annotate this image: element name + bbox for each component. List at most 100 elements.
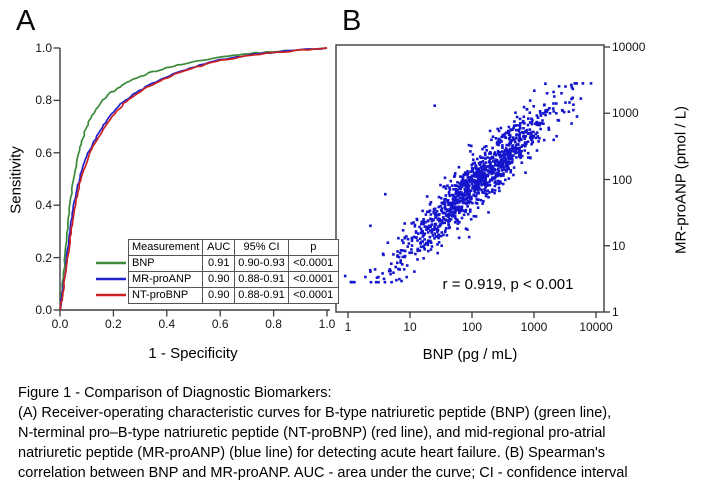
scatter-point bbox=[443, 221, 446, 225]
scatter-point bbox=[499, 163, 503, 167]
scatter-point bbox=[429, 217, 432, 221]
scatter-point bbox=[509, 170, 512, 174]
scatter-point bbox=[392, 253, 395, 256]
scatter-point bbox=[422, 257, 425, 260]
scatter-point bbox=[460, 191, 463, 194]
scatter-point bbox=[417, 232, 420, 235]
scatter-point bbox=[541, 119, 544, 122]
charts-canvas bbox=[53, 44, 610, 318]
scatter-point bbox=[458, 199, 462, 203]
scatter-point bbox=[498, 189, 501, 193]
scatter-point bbox=[439, 204, 442, 208]
ci-cell: 0.88-0.91 bbox=[234, 271, 289, 288]
scatter-point bbox=[538, 110, 542, 113]
scatter-point bbox=[494, 172, 498, 175]
scatter-point bbox=[497, 152, 500, 155]
scatter-point bbox=[485, 149, 488, 152]
scatter-point bbox=[425, 225, 429, 229]
scatter-point bbox=[511, 144, 514, 147]
scatter-point bbox=[426, 231, 430, 234]
scatter-point bbox=[489, 162, 492, 166]
scatter-point bbox=[408, 251, 411, 255]
scatter-point bbox=[530, 134, 533, 137]
scatter-point bbox=[427, 210, 431, 213]
scatter-point bbox=[476, 187, 480, 190]
scatter-point bbox=[505, 131, 508, 134]
scatter-point bbox=[470, 182, 474, 185]
scatter-point bbox=[460, 179, 464, 183]
scatter-point bbox=[468, 179, 471, 183]
scatter-point bbox=[426, 219, 430, 222]
scatter-point bbox=[493, 152, 496, 156]
scatter-point bbox=[500, 135, 503, 139]
scatter-point bbox=[469, 150, 472, 153]
scatter-point bbox=[518, 149, 521, 153]
scatter-point bbox=[478, 179, 482, 182]
caption-line: (A) Receiver-operating characteristic cu… bbox=[18, 405, 612, 421]
scatter-point bbox=[474, 171, 478, 174]
scatter-point bbox=[405, 264, 409, 267]
scatter-point bbox=[440, 207, 444, 210]
scatter-point bbox=[497, 129, 501, 133]
scatter-point bbox=[528, 128, 532, 131]
scatter-point bbox=[412, 235, 416, 239]
scatter-point bbox=[506, 165, 510, 168]
scatter-point bbox=[410, 236, 414, 240]
scatter-point bbox=[394, 265, 397, 269]
scatter-point bbox=[401, 229, 405, 232]
scatter-point bbox=[471, 201, 474, 205]
scatter-point bbox=[427, 249, 430, 253]
scatter-point bbox=[410, 248, 413, 251]
scatter-point bbox=[469, 170, 472, 174]
a-y-tick-label: 1.0 bbox=[35, 41, 52, 55]
scatter-point bbox=[570, 83, 573, 87]
scatter-point bbox=[448, 186, 451, 189]
scatter-point bbox=[432, 218, 435, 222]
scatter-point bbox=[464, 179, 467, 182]
scatter-point bbox=[472, 158, 475, 162]
scatter-point bbox=[465, 197, 469, 201]
scatter-point bbox=[482, 168, 486, 171]
scatter-point bbox=[497, 186, 501, 190]
scatter-point bbox=[422, 218, 425, 221]
scatter-point bbox=[488, 159, 491, 163]
scatter-point bbox=[480, 174, 483, 178]
p-cell: <0.0001 bbox=[287, 271, 339, 288]
scatter-point bbox=[469, 208, 472, 212]
scatter-point bbox=[369, 224, 372, 228]
scatter-point bbox=[469, 200, 472, 204]
scatter-point bbox=[447, 215, 450, 219]
scatter-point bbox=[466, 173, 469, 177]
roc-table-header: 95% CI bbox=[234, 239, 289, 256]
scatter-point bbox=[509, 140, 513, 143]
figure-caption: Figure 1 - Comparison of Diagnostic Biom… bbox=[18, 383, 628, 483]
scatter-point bbox=[441, 221, 444, 225]
scatter-point bbox=[517, 138, 521, 142]
scatter-point bbox=[461, 177, 465, 181]
scatter-point bbox=[419, 241, 422, 245]
scatter-point bbox=[364, 275, 367, 279]
scatter-point bbox=[488, 183, 492, 187]
scatter-point bbox=[466, 170, 469, 173]
roc-table-header: p bbox=[287, 239, 339, 256]
scatter-point bbox=[479, 198, 483, 202]
scatter-point bbox=[447, 192, 451, 195]
scatter-point bbox=[444, 194, 448, 197]
scatter-point bbox=[413, 223, 417, 227]
scatter-point bbox=[451, 215, 454, 218]
scatter-point bbox=[488, 170, 491, 174]
scatter-point bbox=[462, 180, 465, 183]
scatter-point bbox=[515, 156, 518, 159]
scatter-point bbox=[512, 126, 515, 130]
scatter-point bbox=[542, 138, 546, 142]
scatter-point bbox=[501, 163, 505, 167]
roc-table-row: BNP 0.91 0.90-0.93 <0.0001 bbox=[127, 255, 339, 272]
scatter-point bbox=[458, 220, 461, 224]
scatter-point bbox=[557, 119, 561, 122]
scatter-point bbox=[402, 268, 406, 271]
scatter-point bbox=[457, 209, 461, 212]
scatter-point bbox=[542, 103, 546, 107]
scatter-point bbox=[458, 190, 462, 194]
scatter-point bbox=[421, 240, 424, 243]
scatter-point bbox=[448, 226, 451, 229]
